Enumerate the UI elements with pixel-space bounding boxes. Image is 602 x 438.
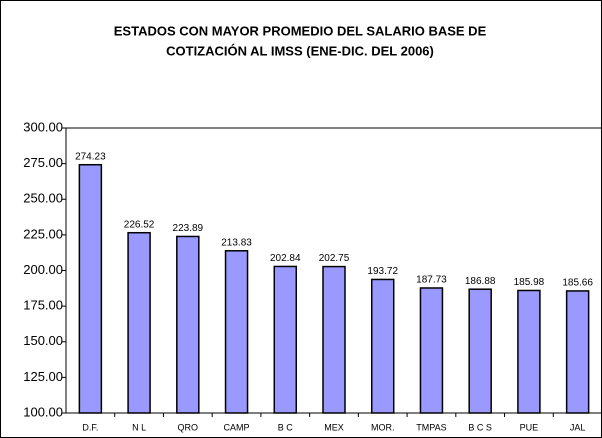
data-label: 185.66 bbox=[562, 278, 593, 289]
data-label: 274.23 bbox=[75, 151, 106, 162]
x-tick-label: QRO bbox=[178, 422, 199, 432]
y-tick-label: 175.00 bbox=[23, 298, 63, 313]
bar bbox=[322, 265, 346, 414]
y-tick-label: 200.00 bbox=[23, 262, 63, 277]
x-tick-label: D.F. bbox=[82, 422, 98, 432]
bar bbox=[78, 163, 103, 414]
bar bbox=[517, 289, 541, 414]
x-tick-label: N L bbox=[132, 422, 146, 432]
data-label: 187.73 bbox=[416, 275, 447, 286]
data-label: 226.52 bbox=[124, 219, 155, 230]
bar bbox=[127, 231, 151, 414]
y-tick-label: 225.00 bbox=[23, 226, 63, 241]
y-tick-label: 100.00 bbox=[23, 404, 63, 419]
x-tick-label: PUE bbox=[520, 422, 539, 432]
x-tick-label: TMPAS bbox=[416, 422, 446, 432]
bar bbox=[176, 235, 200, 414]
x-tick-label: B C S bbox=[468, 422, 492, 432]
y-tick-label: 125.00 bbox=[23, 369, 63, 384]
bar bbox=[468, 288, 492, 414]
bar bbox=[224, 250, 249, 414]
x-tick-label: MOR. bbox=[371, 422, 395, 432]
y-tick-label: 275.00 bbox=[23, 155, 63, 170]
bar bbox=[565, 290, 590, 414]
chart-title: COTIZACIÓN AL IMSS (ENE-DIC. DEL 2006) bbox=[166, 43, 434, 58]
x-tick-label: JAL bbox=[570, 422, 586, 432]
chart-title: ESTADOS CON MAYOR PROMEDIO DEL SALARIO B… bbox=[114, 23, 487, 38]
data-label: 223.89 bbox=[173, 223, 204, 234]
y-tick-label: 150.00 bbox=[23, 333, 63, 348]
x-tick-label: MEX bbox=[324, 422, 344, 432]
data-label: 213.83 bbox=[221, 237, 252, 248]
bar bbox=[370, 278, 395, 414]
data-label: 202.75 bbox=[319, 253, 350, 264]
x-tick-label: B C bbox=[278, 422, 294, 432]
bar bbox=[419, 287, 444, 414]
data-label: 185.98 bbox=[514, 277, 545, 288]
y-tick-label: 300.00 bbox=[23, 119, 63, 134]
y-tick-label: 250.00 bbox=[23, 191, 63, 206]
data-label: 186.88 bbox=[465, 276, 496, 287]
data-label: 202.84 bbox=[270, 253, 301, 264]
bar bbox=[273, 265, 298, 414]
data-label: 193.72 bbox=[367, 266, 398, 277]
x-tick-label: CAMP bbox=[224, 422, 250, 432]
